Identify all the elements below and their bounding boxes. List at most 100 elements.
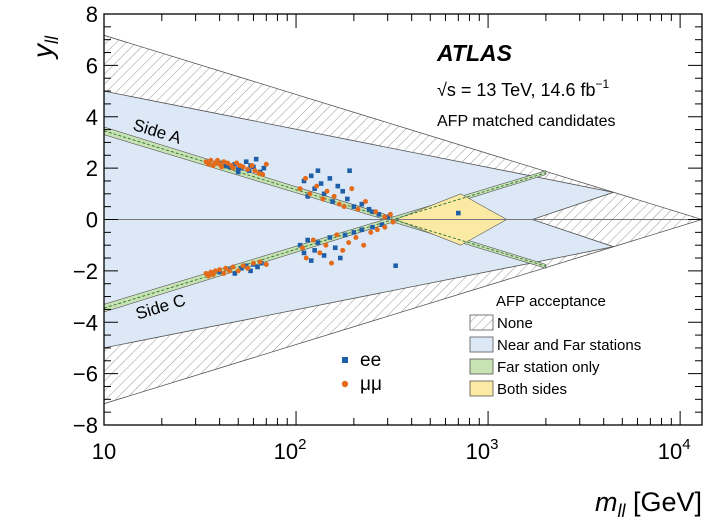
- point-mumu: [368, 229, 374, 235]
- point-ee: [243, 263, 249, 269]
- y-tick-label: −6: [73, 362, 98, 387]
- point-mumu: [310, 237, 316, 243]
- point-mumu: [355, 206, 361, 212]
- point-ee: [345, 196, 350, 202]
- point-mumu: [336, 201, 342, 207]
- y-tick-label: 4: [86, 105, 98, 130]
- point-ee: [359, 201, 365, 207]
- x-tick-label: 104: [658, 436, 691, 464]
- point-ee: [255, 264, 260, 270]
- point-mumu: [221, 159, 227, 165]
- point-ee: [321, 253, 327, 258]
- point-ee: [337, 255, 343, 261]
- point-mumu: [363, 199, 369, 205]
- point-ee: [385, 214, 390, 220]
- point-mumu: [341, 204, 347, 210]
- legend-swatch-none: [469, 314, 494, 331]
- point-ee: [376, 212, 382, 217]
- point-mumu: [299, 245, 305, 251]
- point-mumu: [205, 161, 211, 167]
- point-mumu: [257, 259, 263, 265]
- point-ee: [297, 242, 303, 248]
- point-ee: [301, 250, 307, 256]
- point-ee: [370, 209, 375, 215]
- y-tick-label: −4: [73, 310, 98, 335]
- point-ee: [308, 173, 314, 179]
- point-ee: [235, 169, 241, 175]
- point-mumu: [235, 268, 241, 274]
- point-mumu: [382, 224, 388, 230]
- point-ee: [232, 271, 238, 276]
- point-mumu: [205, 273, 211, 279]
- x-tick-label: 102: [274, 436, 307, 464]
- point-ee: [312, 186, 317, 191]
- energy-label: √s = 13 TeV, 14.6 fb−1: [437, 77, 610, 100]
- series-legend-label: ee: [360, 350, 381, 371]
- point-mumu: [230, 165, 236, 171]
- point-ee: [308, 258, 314, 263]
- point-mumu: [212, 268, 218, 274]
- x-tick-label: 103: [466, 436, 499, 464]
- point-ee: [456, 210, 461, 216]
- y-tick-label: 2: [86, 156, 98, 181]
- point-ee: [351, 204, 357, 209]
- x-axis-label: mll [GeV]: [595, 487, 702, 521]
- point-mumu: [252, 168, 258, 174]
- point-mumu: [230, 264, 236, 270]
- point-ee: [340, 188, 346, 194]
- point-mumu: [245, 166, 251, 172]
- point-mumu: [225, 160, 231, 166]
- point-mumu: [250, 260, 256, 266]
- point-ee: [253, 156, 259, 162]
- y-tick-label: 0: [86, 208, 98, 233]
- x-tick-label: 10: [92, 439, 116, 464]
- point-ee: [332, 245, 338, 251]
- point-ee: [239, 266, 244, 271]
- atlas-label: ATLAS: [436, 40, 513, 66]
- point-ee: [351, 230, 357, 235]
- point-mumu: [217, 267, 223, 273]
- point-ee: [359, 227, 365, 233]
- point-mumu: [223, 265, 229, 271]
- point-mumu: [353, 234, 359, 240]
- point-mumu: [349, 186, 355, 192]
- point-mumu: [221, 270, 227, 276]
- point-ee: [305, 194, 310, 199]
- point-mumu: [263, 261, 269, 267]
- point-mumu: [334, 232, 340, 238]
- point-mumu: [387, 211, 393, 217]
- point-ee: [327, 235, 333, 240]
- point-mumu: [219, 164, 225, 170]
- point-ee: [315, 240, 321, 245]
- point-mumu: [374, 227, 380, 233]
- point-mumu: [303, 255, 309, 261]
- point-mumu: [263, 161, 269, 167]
- legend: None Near and Far stations Far station onl…: [469, 314, 641, 398]
- subtitle: AFP matched candidates: [437, 113, 615, 130]
- legend-label-near_far: Near and Far stations: [497, 337, 641, 354]
- point-ee: [347, 168, 352, 173]
- point-ee: [342, 232, 348, 238]
- point-mumu: [331, 193, 337, 199]
- point-mumu: [260, 172, 266, 178]
- point-mumu: [210, 272, 216, 278]
- point-mumu: [297, 186, 303, 192]
- point-ee: [318, 181, 324, 186]
- y-tick-label: 8: [86, 2, 98, 27]
- point-ee: [261, 165, 267, 171]
- point-mumu: [249, 163, 255, 169]
- point-mumu: [373, 209, 379, 215]
- side-c-dashed-line: [104, 172, 547, 309]
- legend-swatch-near_far: [469, 336, 494, 353]
- point-ee: [312, 248, 317, 253]
- point-mumu: [346, 240, 352, 246]
- point-ee: [327, 176, 333, 181]
- point-ee: [223, 163, 228, 168]
- legend-label-both: Both sides: [497, 381, 567, 398]
- point-mumu: [390, 219, 396, 225]
- legend-title: AFP acceptance: [496, 293, 606, 310]
- point-ee: [217, 269, 222, 275]
- legend-label-none: None: [497, 315, 533, 332]
- series-legend: ee μμ: [341, 350, 382, 395]
